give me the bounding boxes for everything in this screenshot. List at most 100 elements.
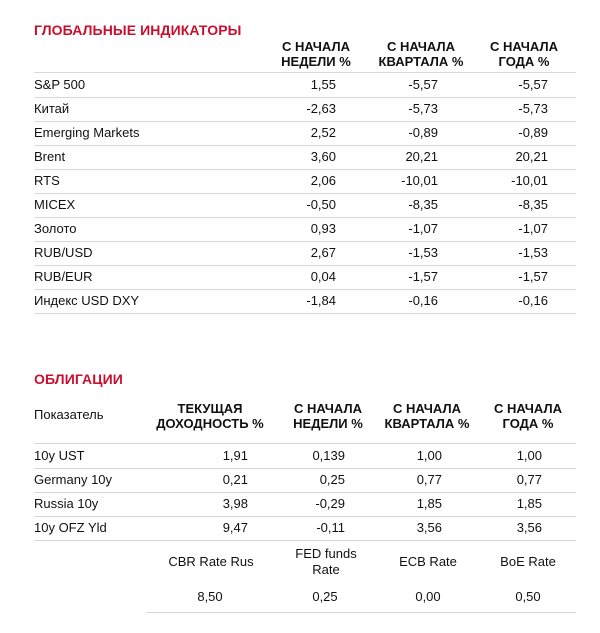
row-year-value: -0,16: [518, 293, 548, 308]
row-label: MICEX: [34, 197, 76, 212]
row-quarter-value: -0,16: [408, 293, 438, 308]
global-col-quarter-header-text: С НАЧАЛА КВАРТАЛА %: [378, 39, 464, 69]
bonds-col-quarter-header: С НАЧАЛА КВАРТАЛА %: [372, 401, 482, 431]
table-row: Russia 10y 3,98 -0,29 1,85 1,85: [34, 492, 576, 517]
rate-label-cbr: CBR Rate Rus: [162, 554, 260, 570]
row-label: Russia 10y: [34, 496, 99, 511]
row-year-value: -8,35: [518, 197, 548, 212]
row-week-value: -1,84: [306, 293, 336, 308]
row-label: RTS: [34, 173, 60, 188]
rate-value-boe: 0,50: [515, 589, 541, 604]
row-week-value: -2,63: [306, 101, 336, 116]
row-week-value: 0,93: [310, 221, 336, 236]
row-quarter-value: -1,07: [408, 221, 438, 236]
rate-label-fed: FED funds Rate: [281, 546, 371, 578]
row-year-value: -1,57: [518, 269, 548, 284]
row-current-value: 0,21: [222, 472, 248, 487]
row-quarter-value: 1,00: [416, 448, 442, 463]
row-quarter-value: -1,57: [408, 269, 438, 284]
table-row: Brent 3,60 20,21 20,21: [34, 145, 576, 170]
row-quarter-value: 3,56: [416, 520, 442, 535]
rate-label-ecb: ECB Rate: [388, 554, 468, 570]
global-col-year-header-text: С НАЧАЛА ГОДА %: [490, 39, 558, 69]
global-col-quarter-header: С НАЧАЛА КВАРТАЛА %: [366, 39, 476, 69]
rate-label-fed-text: FED funds Rate: [295, 546, 357, 577]
row-label: Brent: [34, 149, 66, 164]
row-quarter-value: -1,53: [408, 245, 438, 260]
row-year-value: 0,77: [516, 472, 542, 487]
row-year-value: -1,53: [518, 245, 548, 260]
row-quarter-value: 20,21: [405, 149, 438, 164]
row-week-value: 0,139: [312, 448, 345, 463]
table-row: MICEX -0,50 -8,35 -8,35: [34, 193, 576, 218]
row-quarter-value: -10,01: [401, 173, 438, 188]
bonds-col-year-header-text: С НАЧАЛА ГОДА %: [494, 401, 562, 431]
row-quarter-value: -5,73: [408, 101, 438, 116]
bonds-col-current-header-text: ТЕКУЩАЯ ДОХОДНОСТЬ %: [156, 401, 264, 431]
row-week-value: 1,55: [310, 77, 336, 92]
rate-label-cbr-text: CBR Rate Rus: [168, 554, 254, 569]
row-week-value: 2,52: [310, 125, 336, 140]
row-week-value: 0,25: [319, 472, 345, 487]
row-week-value: 2,06: [310, 173, 336, 188]
rate-label-boe-text: BoE Rate: [500, 554, 556, 569]
row-week-value: 2,67: [310, 245, 336, 260]
row-label: 10y UST: [34, 448, 85, 463]
table-row: 10y OFZ Yld 9,47 -0,11 3,56 3,56: [34, 516, 576, 541]
bonds-indicator-header: Показатель: [34, 407, 104, 422]
row-label: Emerging Markets: [34, 125, 140, 140]
row-label: 10y OFZ Yld: [34, 520, 107, 535]
row-quarter-value: 0,77: [416, 472, 442, 487]
global-col-week-header: С НАЧАЛА НЕДЕЛИ %: [266, 39, 366, 69]
rate-value-cbr: 8,50: [197, 589, 223, 604]
row-week-value: -0,11: [316, 520, 345, 535]
table-row: Китай -2,63 -5,73 -5,73: [34, 97, 576, 122]
row-label: Germany 10y: [34, 472, 113, 487]
rates-bottom-divider: [146, 612, 576, 613]
row-week-value: 3,60: [310, 149, 336, 164]
table-row: Индекс USD DXY -1,84 -0,16 -0,16: [34, 289, 576, 314]
table-row: Золото 0,93 -1,07 -1,07: [34, 217, 576, 242]
table-row: RTS 2,06 -10,01 -10,01: [34, 169, 576, 194]
row-label: S&P 500: [34, 77, 86, 92]
table-row: S&P 500 1,55 -5,57 -5,57: [34, 73, 576, 98]
bonds-col-current-header: ТЕКУЩАЯ ДОХОДНОСТЬ %: [142, 401, 278, 431]
row-label: Золото: [34, 221, 77, 236]
row-year-value: -10,01: [511, 173, 548, 188]
bonds-col-quarter-header-text: С НАЧАЛА КВАРТАЛА %: [384, 401, 470, 431]
bonds-title: ОБЛИГАЦИИ: [34, 371, 123, 387]
row-year-value: 1,85: [516, 496, 542, 511]
bonds-col-week-header-text: С НАЧАЛА НЕДЕЛИ %: [293, 401, 363, 431]
table-row: Germany 10y 0,21 0,25 0,77 0,77: [34, 468, 576, 493]
global-col-week-header-text: С НАЧАЛА НЕДЕЛИ %: [281, 39, 351, 69]
rate-label-boe: BoE Rate: [488, 554, 568, 570]
row-year-value: -5,57: [518, 77, 548, 92]
row-label: RUB/EUR: [34, 269, 93, 284]
row-label: RUB/USD: [34, 245, 93, 260]
table-row: 10y UST 1,91 0,139 1,00 1,00: [34, 444, 576, 469]
row-year-value: -5,73: [518, 101, 548, 116]
rate-value-ecb: 0,00: [415, 589, 441, 604]
row-week-value: -0,29: [315, 496, 345, 511]
row-year-value: 20,21: [515, 149, 548, 164]
table-row: Emerging Markets 2,52 -0,89 -0,89: [34, 121, 576, 146]
row-year-value: -1,07: [518, 221, 548, 236]
row-week-value: 0,04: [310, 269, 336, 284]
row-current-value: 9,47: [222, 520, 248, 535]
rate-label-ecb-text: ECB Rate: [399, 554, 457, 569]
global-header-divider: [34, 72, 576, 73]
row-quarter-value: 1,85: [416, 496, 442, 511]
row-label: Индекс USD DXY: [34, 293, 140, 308]
global-col-year-header: С НАЧАЛА ГОДА %: [474, 39, 574, 69]
row-week-value: -0,50: [306, 197, 336, 212]
row-quarter-value: -8,35: [408, 197, 438, 212]
bonds-col-year-header: С НАЧАЛА ГОДА %: [478, 401, 578, 431]
row-year-value: 1,00: [516, 448, 542, 463]
rate-value-fed: 0,25: [312, 589, 338, 604]
row-current-value: 3,98: [222, 496, 248, 511]
global-indicators-title: ГЛОБАЛЬНЫЕ ИНДИКАТОРЫ: [34, 22, 242, 38]
row-year-value: -0,89: [518, 125, 548, 140]
bonds-header-divider: [34, 443, 576, 444]
row-quarter-value: -5,57: [408, 77, 438, 92]
row-label: Китай: [34, 101, 70, 116]
